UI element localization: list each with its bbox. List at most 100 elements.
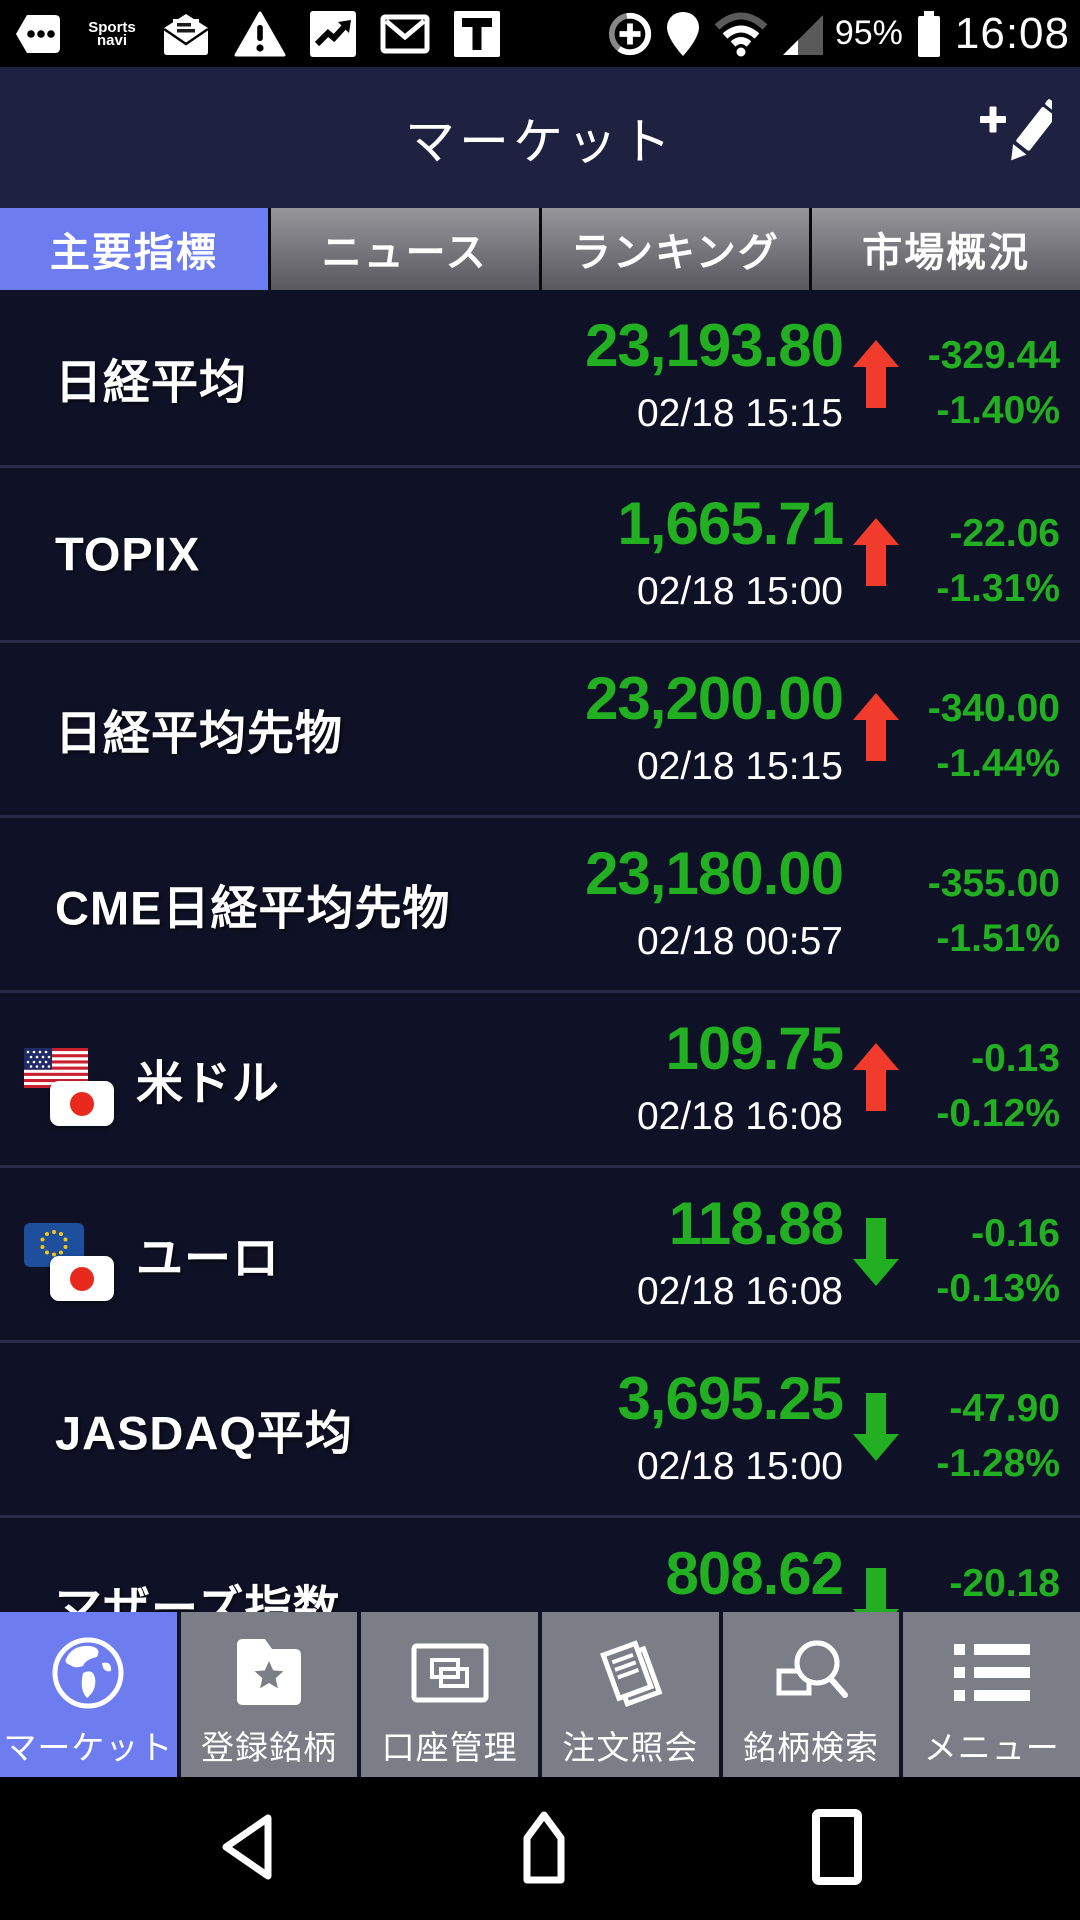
wifi-icon <box>713 11 769 57</box>
tab-news[interactable]: ニュース <box>270 208 542 290</box>
change-arrow-icon <box>853 693 899 761</box>
japan-flag-icon <box>50 1256 114 1301</box>
quote-row-nikkei-futures[interactable]: 日経平均先物 23,200.00 02/18 15:15 -340.00 -1.4… <box>0 640 1080 815</box>
nav-label: 登録銘柄 <box>201 1729 337 1766</box>
nav-label: 口座管理 <box>381 1729 518 1766</box>
nav-account[interactable]: 口座管理 <box>361 1612 539 1777</box>
quote-row-nikkei225[interactable]: 日経平均 23,193.80 02/18 15:15 -329.44 -1.40% <box>0 290 1080 465</box>
quote-timestamp: 02/18 15:00 <box>636 570 843 613</box>
status-bar: Sports navi <box>0 0 1080 67</box>
clock: 16:08 <box>954 8 1070 58</box>
currency-pair-flags <box>24 1223 116 1305</box>
quote-change: -20.18 <box>949 1562 1060 1605</box>
battery-icon <box>915 10 943 57</box>
android-nav-bar <box>0 1777 1080 1920</box>
trending-up-icon <box>310 10 356 57</box>
quote-change: -329.44 -1.40% <box>927 334 1060 432</box>
quote-value: 1,665.71 <box>617 490 844 557</box>
globe-icon <box>50 1627 126 1719</box>
location-icon <box>665 10 701 58</box>
quote-change: -0.13 -0.12% <box>936 1037 1060 1135</box>
quote-change: -22.06 -1.31% <box>936 512 1060 610</box>
quote-list: 日経平均 23,193.80 02/18 15:15 -329.44 -1.40%… <box>0 290 1080 1612</box>
quote-change: -340.00 -1.44% <box>927 687 1060 785</box>
quote-value: 3,695.25 <box>617 1365 844 1432</box>
quote-timestamp: 02/18 00:57 <box>636 920 843 963</box>
quote-row-eur-jpy[interactable]: ユーロ 118.88 02/18 16:08 -0.16 -0.13% <box>0 1165 1080 1340</box>
change-arrow-icon <box>853 518 899 586</box>
compose-pencil-icon <box>976 90 1062 185</box>
currency-pair-flags <box>24 1048 116 1130</box>
nav-label: 注文照会 <box>562 1729 699 1766</box>
nav-stock-search[interactable]: 銘柄検索 <box>722 1612 900 1777</box>
change-arrow-icon <box>853 1218 899 1286</box>
change-arrow-icon <box>853 1568 899 1612</box>
data-saver-icon <box>607 11 653 57</box>
quote-change: -355.00 -1.51% <box>927 862 1060 960</box>
quote-name: マザーズ指数 <box>55 1581 341 1613</box>
nav-label: 銘柄検索 <box>743 1729 880 1766</box>
quote-timestamp: 02/18 15:15 <box>636 392 843 435</box>
tab-main-indicators[interactable]: 主要指標 <box>0 208 271 290</box>
change-arrow-icon <box>853 340 899 408</box>
quote-name: JASDAQ平均 <box>55 1406 353 1460</box>
page-title: マーケット <box>405 113 675 170</box>
compose-edit-button[interactable] <box>974 88 1062 188</box>
japan-flag-icon <box>50 1081 114 1126</box>
quote-timestamp: 02/18 15:15 <box>636 745 843 788</box>
quote-row-usd-jpy[interactable]: 米ドル 109.75 02/18 16:08 -0.13 -0.12% <box>0 990 1080 1165</box>
recents-icon <box>810 1808 864 1889</box>
gmail-icon <box>380 14 430 54</box>
quote-value: 109.75 <box>665 1015 844 1082</box>
quote-timestamp: 02/18 16:08 <box>636 1270 843 1313</box>
status-bar-system: 95% 16:08 <box>607 9 1070 59</box>
nav-label: マーケット <box>3 1729 174 1766</box>
quote-change: -47.90 -1.28% <box>936 1387 1060 1485</box>
tab-ranking[interactable]: ランキング <box>541 208 813 290</box>
app-header: マーケット <box>0 67 1080 208</box>
back-button[interactable] <box>216 1812 278 1885</box>
quote-timestamp: 02/18 16:08 <box>636 1095 843 1138</box>
quote-name: 米ドル <box>136 1056 280 1110</box>
mail-open-icon <box>162 11 210 57</box>
quote-name: 日経平均先物 <box>55 706 343 760</box>
bottom-nav: マーケット 登録銘柄 口座管理 注文照会 銘柄検索 <box>0 1612 1080 1777</box>
quote-row-jasdaq[interactable]: JASDAQ平均 3,695.25 02/18 15:00 -47.90 -1.2… <box>0 1340 1080 1515</box>
change-arrow-icon <box>853 1393 899 1461</box>
quote-timestamp: 02/18 15:00 <box>636 1445 843 1488</box>
cell-signal-icon <box>781 13 823 55</box>
order-pages-icon <box>590 1627 670 1719</box>
quote-value: 23,200.00 <box>585 665 844 732</box>
quote-change: -0.16 -0.13% <box>936 1212 1060 1310</box>
tab-bar: 主要指標 ニュース ランキング 市場概況 <box>0 208 1080 290</box>
tab-market-overview[interactable]: 市場概況 <box>812 208 1080 290</box>
nav-orders[interactable]: 注文照会 <box>542 1612 719 1777</box>
quote-name: 日経平均 <box>55 355 247 408</box>
nav-market[interactable]: マーケット <box>0 1612 177 1777</box>
quote-row-topix[interactable]: TOPIX 1,665.71 02/18 15:00 -22.06 -1.31% <box>0 465 1080 640</box>
nav-label: メニュー <box>923 1729 1060 1766</box>
t-app-icon <box>454 10 500 57</box>
change-arrow-icon <box>853 1043 899 1111</box>
quote-name: TOPIX <box>55 527 201 581</box>
quote-value: 118.88 <box>668 1190 844 1257</box>
quote-name: CME日経平均先物 <box>55 881 451 935</box>
home-button[interactable] <box>513 1810 575 1887</box>
folder-star-icon <box>227 1627 311 1719</box>
recents-button[interactable] <box>810 1808 864 1889</box>
quote-value: 23,180.00 <box>585 840 844 907</box>
warning-icon <box>234 11 286 57</box>
overflow-notification-icon <box>14 13 62 55</box>
quote-row-cme-nikkei-futures[interactable]: CME日経平均先物 23,180.00 02/18 00:57 -355.00-… <box>0 815 1080 990</box>
status-bar-notifications: Sports navi <box>10 10 500 57</box>
quote-value: 23,193.80 <box>585 312 844 379</box>
sportsnavi-logo: Sports navi <box>88 18 136 49</box>
nav-watchlist[interactable]: 登録銘柄 <box>180 1612 358 1777</box>
quote-row-mothers[interactable]: マザーズ指数 808.62 -20.18 <box>0 1515 1080 1612</box>
back-icon <box>216 1812 278 1885</box>
account-cards-icon <box>408 1627 492 1719</box>
nav-menu[interactable]: メニュー <box>903 1612 1080 1777</box>
menu-list-icon <box>950 1627 1034 1719</box>
search-icon <box>771 1627 851 1719</box>
